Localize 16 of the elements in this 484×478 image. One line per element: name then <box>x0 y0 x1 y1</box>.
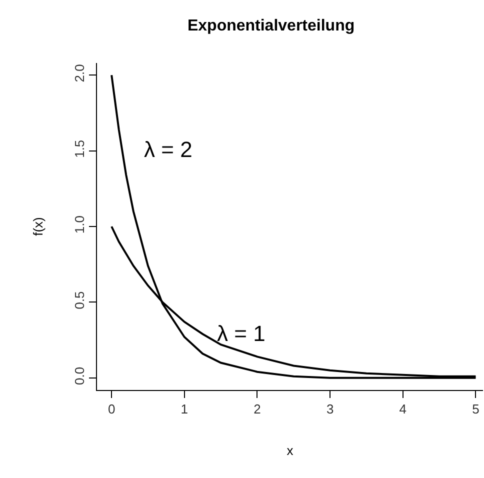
x-axis-title: x <box>286 443 294 458</box>
y-tick-label: 2.0 <box>72 64 87 82</box>
x-tick-label: 4 <box>399 402 407 417</box>
y-tick-label: 1.5 <box>72 140 87 158</box>
x-tick-label: 3 <box>326 402 334 417</box>
x-tick-label: 1 <box>180 402 188 417</box>
x-tick-label: 2 <box>254 402 261 417</box>
series-label: λ = 2 <box>144 137 192 162</box>
y-tick-label: 0.5 <box>72 291 87 310</box>
x-tick-label: 5 <box>472 402 480 417</box>
x-tick-label: 0 <box>108 402 116 417</box>
y-tick-label: 0.0 <box>72 366 87 385</box>
chart-title: Exponentialverteilung <box>187 17 355 34</box>
series-label: λ = 1 <box>217 321 266 346</box>
y-axis-title: f(x) <box>30 217 46 236</box>
y-tick-label: 1.0 <box>72 216 87 234</box>
